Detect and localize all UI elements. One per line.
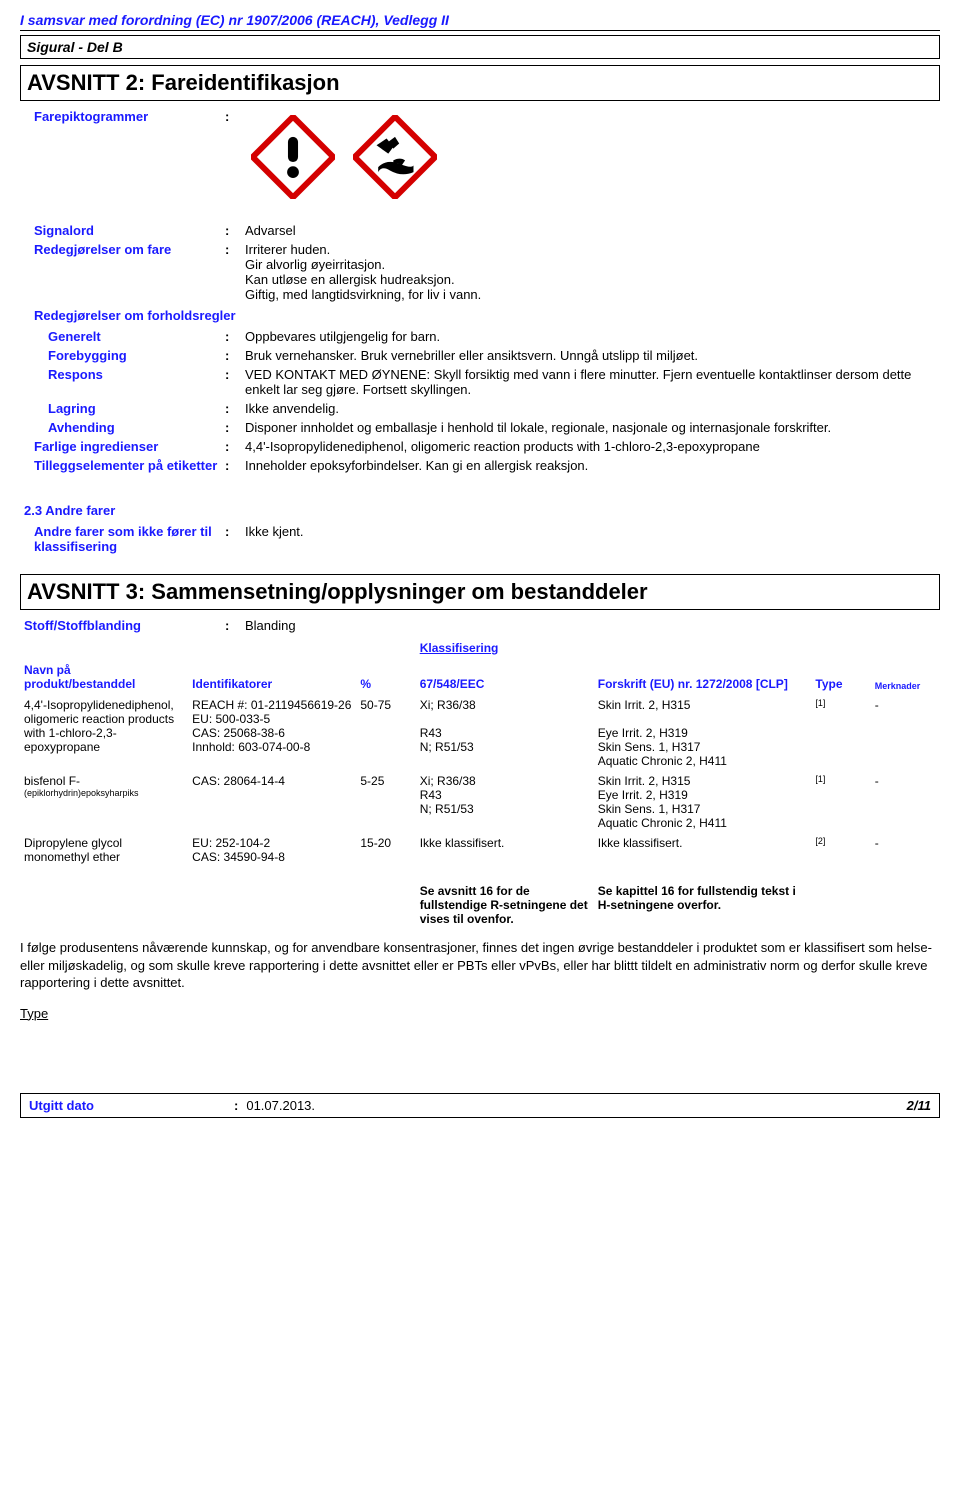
cell-ident: EU: 252-104-2 CAS: 34590-94-8 — [188, 833, 356, 867]
avhending-value: Disponer innholdet og emballasje i henho… — [243, 420, 940, 435]
col-merk: Merknader — [871, 659, 940, 695]
cell-type: [2] — [811, 833, 870, 867]
farlige-label: Farlige ingredienser — [20, 439, 225, 454]
cell-type: [1] — [811, 695, 870, 771]
col-ident: Identifikatorer — [188, 659, 356, 695]
cell-eu: Ikke klassifisert. — [594, 833, 812, 867]
page-number: 2/11 — [907, 1098, 931, 1113]
col-eec: 67/548/EEC — [416, 659, 594, 695]
col-navn: Navn på produkt/bestanddel — [20, 659, 188, 695]
tillegg-label: Tilleggselementer på etiketter — [20, 458, 225, 473]
colon: : — [225, 109, 243, 124]
avhending-label: Avhending — [20, 420, 225, 435]
table-row: Dipropylene glycol monomethyl ether EU: … — [20, 833, 940, 867]
cell-pct: 15-20 — [356, 833, 415, 867]
ghs-environment-icon — [353, 115, 437, 199]
table-row: 4,4'-Isopropylidenediphenol, oligomeric … — [20, 695, 940, 771]
cell-eec: Ikke klassifisert. — [416, 833, 594, 867]
cell-merk: - — [871, 833, 940, 867]
cell-ident: REACH #: 01-2119456619-26 EU: 500-033-5 … — [188, 695, 356, 771]
composition-table: Klassifisering Navn på produkt/bestandde… — [20, 637, 940, 929]
cell-eu: Skin Irrit. 2, H315 Eye Irrit. 2, H319 S… — [594, 695, 812, 771]
footer-label: Utgitt dato — [29, 1098, 234, 1113]
lagring-label: Lagring — [20, 401, 225, 416]
generelt-label: Generelt — [20, 329, 225, 344]
klassifisering-title: Klassifisering — [416, 637, 812, 659]
forebygging-value: Bruk vernehansker. Bruk vernebriller ell… — [243, 348, 940, 363]
hazard-pictograms — [245, 115, 940, 199]
signalord-label: Signalord — [20, 223, 225, 238]
divider — [20, 30, 940, 31]
cell-eec: Xi; R36/38 R43 N; R51/53 — [416, 771, 594, 833]
table-row: bisfenol F-(epiklorhydrin)epoksyharpiks … — [20, 771, 940, 833]
generelt-value: Oppbevares utilgjengelig for barn. — [243, 329, 940, 344]
product-name-box: Sigural - Del B — [20, 35, 940, 59]
cell-eec: Xi; R36/38 R43 N; R51/53 — [416, 695, 594, 771]
andre-farer-heading: 2.3 Andre farer — [20, 503, 940, 518]
cell-merk: - — [871, 695, 940, 771]
pictogram-label: Farepiktogrammer — [20, 109, 225, 124]
regulation-header: I samsvar med forordning (EC) nr 1907/20… — [20, 12, 940, 28]
lagring-value: Ikke anvendelig. — [243, 401, 940, 416]
cell-pct: 50-75 — [356, 695, 415, 771]
col-type: Type — [811, 659, 870, 695]
ghs-exclamation-icon — [251, 115, 335, 199]
col-eu: Forskrift (EU) nr. 1272/2008 [CLP] — [594, 659, 812, 695]
respons-label: Respons — [20, 367, 225, 382]
cell-name: 4,4'-Isopropylidenediphenol, oligomeric … — [20, 695, 188, 771]
forholdsregler-header: Redegjørelser om forholdsregler — [20, 308, 940, 323]
footer-date: 01.07.2013. — [246, 1098, 315, 1113]
col-pct: % — [356, 659, 415, 695]
andre-farer-value: Ikke kjent. — [243, 524, 940, 539]
cell-name: bisfenol F-(epiklorhydrin)epoksyharpiks — [20, 771, 188, 833]
forebygging-label: Forebygging — [20, 348, 225, 363]
type-underline: Type — [20, 1006, 940, 1021]
cell-name: Dipropylene glycol monomethyl ether — [20, 833, 188, 867]
tillegg-value: Inneholder epoksyforbindelser. Kan gi en… — [243, 458, 940, 473]
respons-value: VED KONTAKT MED ØYNENE: Skyll forsiktig … — [243, 367, 940, 397]
disclaimer-paragraph: I følge produsentens nåværende kunnskap,… — [20, 939, 940, 992]
cell-merk: - — [871, 771, 940, 833]
stoff-label: Stoff/Stoffblanding — [20, 618, 225, 633]
cell-type: [1] — [811, 771, 870, 833]
fare-value: Irriterer huden. Gir alvorlig øyeirritas… — [243, 242, 940, 302]
section-3-header: AVSNITT 3: Sammensetning/opplysninger om… — [20, 574, 940, 610]
section-2-header: AVSNITT 2: Fareidentifikasjon — [20, 65, 940, 101]
page-footer: Utgitt dato : 01.07.2013. 2/11 — [20, 1093, 940, 1118]
footnote-eu: Se kapittel 16 for fullstendig tekst i H… — [594, 881, 812, 929]
andre-farer-label: Andre farer som ikke fører til klassifis… — [20, 524, 225, 554]
cell-eu: Skin Irrit. 2, H315 Eye Irrit. 2, H319 S… — [594, 771, 812, 833]
signalord-value: Advarsel — [243, 223, 940, 238]
stoff-value: Blanding — [243, 618, 940, 633]
fare-label: Redegjørelser om fare — [20, 242, 225, 257]
footnote-eec: Se avsnitt 16 for de fullstendige R-setn… — [416, 881, 594, 929]
cell-pct: 5-25 — [356, 771, 415, 833]
cell-ident: CAS: 28064-14-4 — [188, 771, 356, 833]
farlige-value: 4,4'-Isopropylidenediphenol, oligomeric … — [243, 439, 940, 454]
